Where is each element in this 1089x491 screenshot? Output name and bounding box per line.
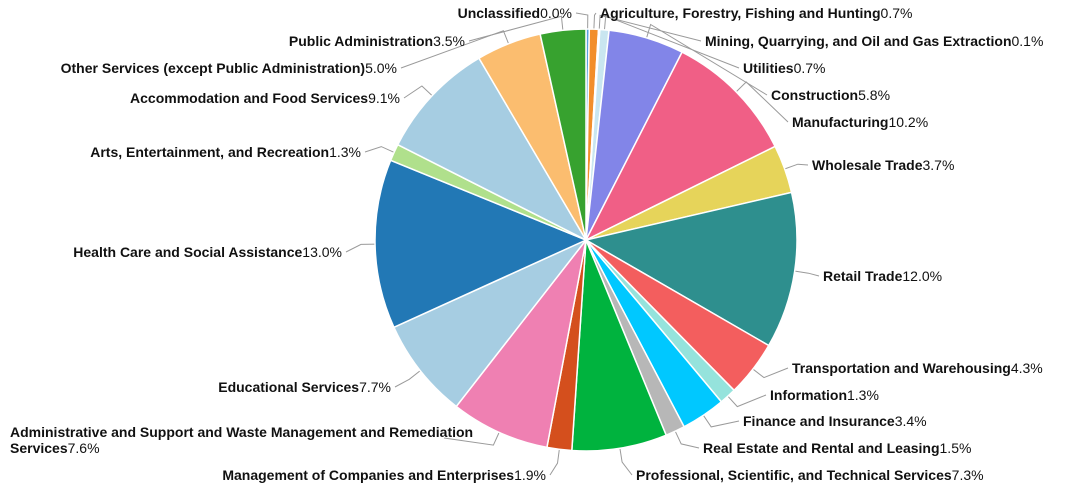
leader-line-10 [701, 413, 740, 428]
leader-line-5 [734, 81, 789, 123]
label-leader-lines [345, 12, 820, 476]
leader-line-2 [598, 14, 702, 42]
pie-slice-5[interactable] [584, 51, 777, 242]
pie-slice-18[interactable] [396, 57, 588, 242]
slice-label-13: Management of Companies and Enterprises1… [222, 467, 546, 483]
slice-label-19: Other Services (except Public Administra… [61, 60, 397, 76]
slice-label-4: Construction5.8% [771, 87, 890, 103]
leader-line-19 [400, 30, 510, 69]
slice-label-6: Wholesale Trade3.7% [812, 157, 954, 173]
slice-label-17: Arts, Entertainment, and Recreation1.3% [90, 144, 361, 160]
slice-label-18: Accommodation and Food Services9.1% [130, 90, 400, 106]
slice-label-3: Utilities0.7% [743, 60, 826, 76]
leader-line-17 [364, 146, 397, 154]
slice-label-16: Health Care and Social Assistance13.0% [73, 244, 342, 260]
slice-label-11: Real Estate and Rental and Leasing1.5% [703, 440, 971, 456]
slice-label-5: Manufacturing10.2% [792, 114, 928, 130]
slice-labels: Unclassified0.0% Agriculture, Forestry, F… [10, 5, 1043, 483]
leader-line-14 [443, 430, 501, 446]
slice-label-20: Public Administration3.5% [289, 33, 465, 49]
slice-label-0: Unclassified0.0% [458, 5, 572, 21]
leader-line-13 [549, 447, 561, 476]
leader-line-6 [782, 163, 809, 171]
leader-line-16 [345, 243, 378, 253]
leader-line-9 [726, 394, 767, 408]
leader-line-15 [394, 369, 423, 388]
slice-label-1: Agriculture, Forestry, Fishing and Hunti… [600, 5, 912, 21]
leader-line-7 [792, 270, 820, 277]
slice-label-10: Finance and Insurance3.4% [743, 413, 927, 429]
slice-label-12: Professional, Scientific, and Technical … [636, 467, 984, 483]
slice-label-2: Mining, Quarrying, and Oil and Gas Extra… [705, 33, 1043, 49]
leader-line-0 [575, 12, 589, 32]
pie-slice-7[interactable] [583, 191, 798, 347]
pie-slice-20[interactable] [539, 28, 587, 241]
leader-line-20 [468, 15, 564, 42]
leader-line-12 [619, 446, 633, 476]
slice-label-8: Transportation and Warehousing4.3% [792, 360, 1043, 376]
pie-slice-14[interactable] [455, 239, 587, 449]
leader-line-11 [673, 429, 700, 449]
slice-label-9: Information1.3% [770, 387, 879, 403]
pie-slices [374, 28, 798, 452]
leader-line-1 [593, 12, 597, 32]
pie-slice-16[interactable] [374, 159, 588, 329]
slice-label-14: Administrative and Support and Waste Man… [10, 424, 473, 456]
pie-slice-15[interactable] [392, 239, 587, 408]
leader-line-18 [403, 85, 434, 99]
slice-label-15: Educational Services7.7% [218, 379, 391, 395]
leader-line-4 [645, 23, 768, 96]
leader-line-8 [750, 367, 789, 379]
slice-label-7: Retail Trade12.0% [823, 268, 942, 284]
